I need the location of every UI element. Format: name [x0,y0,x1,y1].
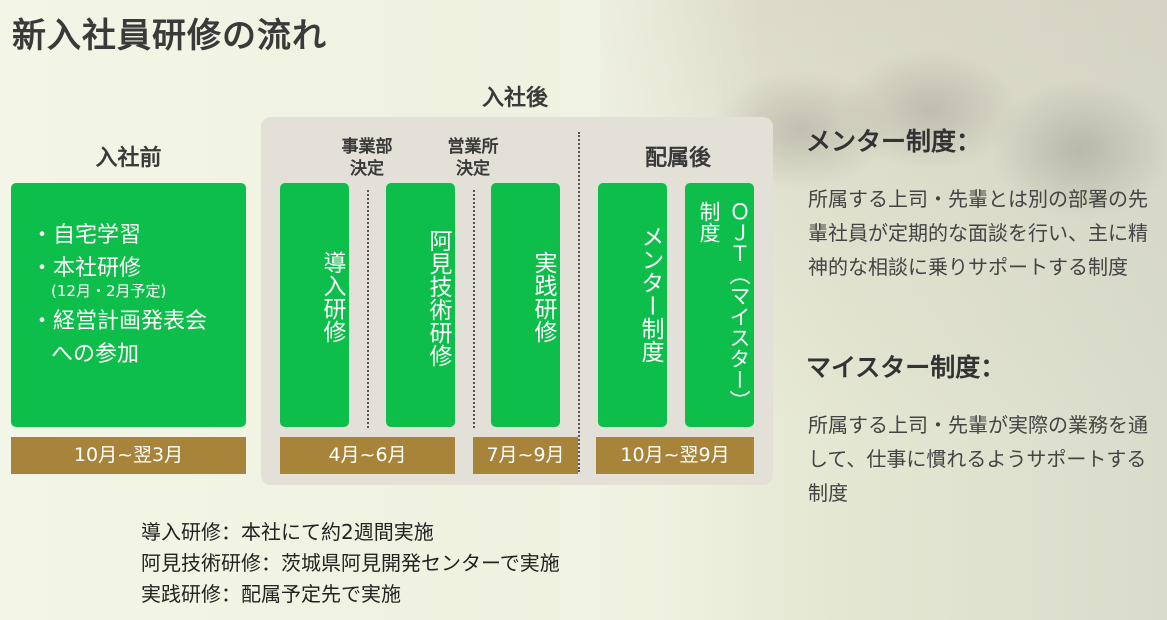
assigned-header: 配属後 [644,146,711,171]
pre-join-period: 10月~翌3月 [11,437,246,474]
divider-line [578,132,580,472]
intro-period: 4月~6月 [280,437,455,474]
intro-training-box: 導入研修 [280,183,349,427]
mentor-system-box: メンター制度 [598,183,667,427]
divider-line [367,190,369,428]
assigned-period: 10月~翌9月 [596,437,754,474]
mentor-heading: メンター制度： [806,127,982,156]
list-item: ・自宅学習 [31,223,142,248]
note-line: 実践研修：配属予定先で実施 [141,582,401,606]
training-notes: 導入研修：本社にて約2週間実施 阿見技術研修：茨城県阿見開発センターで実施 実践… [141,517,560,610]
intro-training-label: 導入研修 [319,251,345,343]
divider-line [473,190,475,428]
list-item-continuation: への参加 [51,342,140,367]
mentor-description: 所属する上司・先輩とは別の部署の先輩社員が定期的な面談を行い、主に精神的な相談に… [808,187,1148,279]
ojt-system-label: ＯＪＴ（マイスター）制度 [697,201,751,411]
ami-training-box: 阿見技術研修 [386,183,455,427]
practical-period: 7月~9月 [473,437,578,474]
office-decision-label: 営業所 決定 [447,137,499,179]
ojt-system-box: ＯＪＴ（マイスター）制度 [685,183,754,427]
note-line: 導入研修：本社にて約2週間実施 [141,520,434,544]
pre-join-box: ・自宅学習 ・本社研修 (12月・2月予定) ・経営計画発表会 への参加 [11,183,246,427]
ami-training-label: 阿見技術研修 [425,229,451,367]
practical-training-label: 実践研修 [530,251,556,343]
meister-description: 所属する上司・先輩が実際の業務を通して、仕事に慣れるようサポートする制度 [808,413,1148,505]
pre-join-list: ・自宅学習 ・本社研修 (12月・2月予定) ・経営計画発表会 への参加 [11,183,246,371]
list-item: ・経営計画発表会 [31,309,208,334]
mentor-system-label: メンター制度 [637,225,663,363]
note-line: 阿見技術研修：茨城県阿見開発センターで実施 [141,551,560,575]
practical-training-box: 実践研修 [491,183,560,427]
division-decision-label: 事業部 決定 [341,137,393,179]
list-item: ・本社研修 [31,256,142,281]
meister-heading: マイスター制度： [806,353,1006,382]
after-joining-label: 入社後 [481,86,548,111]
pre-join-header: 入社前 [95,146,162,171]
page-title: 新入社員研修の流れ [12,16,327,56]
list-item-note: (12月・2月予定) [51,282,167,300]
